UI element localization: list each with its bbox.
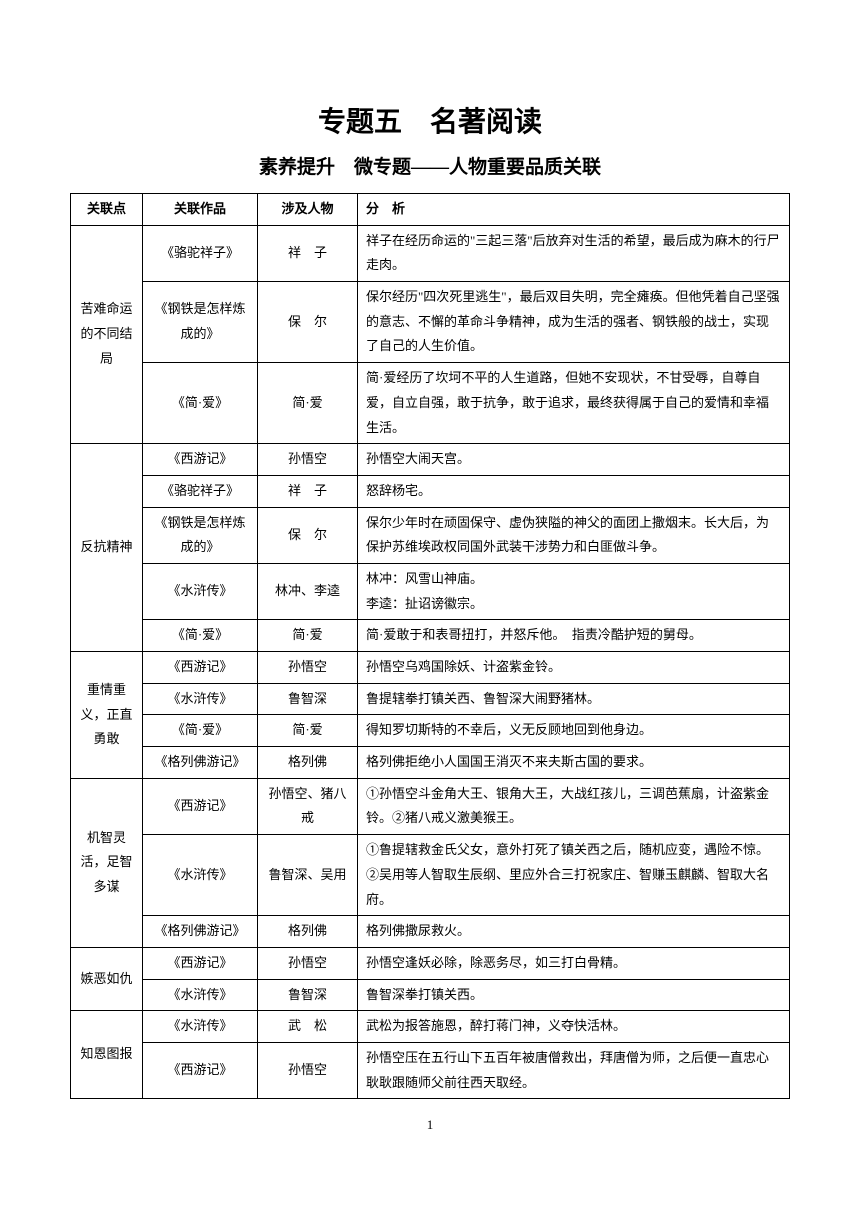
cell-work: 《格列佛游记》	[143, 747, 258, 779]
cell-character: 孙悟空	[258, 1042, 358, 1098]
cell-analysis: 鲁提辖拳打镇关西、鲁智深大闹野猪林。	[358, 683, 790, 715]
cell-work: 《骆驼祥子》	[143, 475, 258, 507]
cell-character: 保 尔	[258, 282, 358, 363]
cell-work: 《格列佛游记》	[143, 916, 258, 948]
cell-analysis: 格列佛拒绝小人国国王消灭不来夫斯古国的要求。	[358, 747, 790, 779]
table-row: 《水浒传》鲁智深鲁智深拳打镇关西。	[71, 979, 790, 1011]
cell-analysis: 武松为报答施恩，醉打蒋门神，义夺快活林。	[358, 1011, 790, 1043]
table-row: 重情重义，正直勇敢《西游记》孙悟空孙悟空乌鸡国除妖、计盗紫金铃。	[71, 652, 790, 684]
cell-work: 《西游记》	[143, 778, 258, 834]
cell-point: 嫉恶如仇	[71, 947, 143, 1010]
cell-character: 祥 子	[258, 225, 358, 281]
cell-analysis: 孙悟空逢妖必除，除恶务尽，如三打白骨精。	[358, 947, 790, 979]
table-row: 知恩图报《水浒传》武 松武松为报答施恩，醉打蒋门神，义夺快活林。	[71, 1011, 790, 1043]
cell-analysis: 保尔经历"四次死里逃生"，最后双目失明，完全瘫痪。但他凭着自己坚强的意志、不懈的…	[358, 282, 790, 363]
cell-work: 《水浒传》	[143, 979, 258, 1011]
cell-character: 鲁智深、吴用	[258, 835, 358, 916]
cell-analysis: 怒辞杨宅。	[358, 475, 790, 507]
cell-analysis: 格列佛撒尿救火。	[358, 916, 790, 948]
cell-analysis: 孙悟空大闹天宫。	[358, 444, 790, 476]
table-row: 《西游记》孙悟空孙悟空压在五行山下五百年被唐僧救出，拜唐僧为师，之后便一直忠心耿…	[71, 1042, 790, 1098]
cell-character: 祥 子	[258, 475, 358, 507]
table-row: 《水浒传》林冲、李逵林冲：风雪山神庙。李逵：扯诏谤徽宗。	[71, 563, 790, 619]
cell-analysis: 简·爱经历了坎坷不平的人生道路，但她不安现状，不甘受辱，自尊自爱，自立自强，敢于…	[358, 363, 790, 444]
sub-title: 素养提升 微专题——人物重要品质关联	[70, 152, 790, 179]
header-char: 涉及人物	[258, 194, 358, 226]
page-number: 1	[70, 1117, 790, 1133]
cell-work: 《骆驼祥子》	[143, 225, 258, 281]
cell-character: 孙悟空	[258, 652, 358, 684]
table-row: 《水浒传》鲁智深、吴用①鲁提辖救金氏父女，意外打死了镇关西之后，随机应变，遇险不…	[71, 835, 790, 916]
table-row: 反抗精神《西游记》孙悟空孙悟空大闹天宫。	[71, 444, 790, 476]
cell-work: 《钢铁是怎样炼成的》	[143, 282, 258, 363]
cell-analysis: 祥子在经历命运的"三起三落"后放弃对生活的希望，最后成为麻木的行尸走肉。	[358, 225, 790, 281]
cell-analysis: 得知罗切斯特的不幸后，义无反顾地回到他身边。	[358, 715, 790, 747]
cell-work: 《水浒传》	[143, 563, 258, 619]
table-header-row: 关联点 关联作品 涉及人物 分 析	[71, 194, 790, 226]
table-row: 《格列佛游记》格列佛格列佛拒绝小人国国王消灭不来夫斯古国的要求。	[71, 747, 790, 779]
cell-character: 孙悟空、猪八戒	[258, 778, 358, 834]
cell-work: 《西游记》	[143, 1042, 258, 1098]
cell-analysis: 林冲：风雪山神庙。李逵：扯诏谤徽宗。	[358, 563, 790, 619]
cell-character: 格列佛	[258, 747, 358, 779]
table-body: 苦难命运的不同结局《骆驼祥子》祥 子祥子在经历命运的"三起三落"后放弃对生活的希…	[71, 225, 790, 1099]
cell-analysis: ①孙悟空斗金角大王、银角大王，大战红孩儿，三调芭蕉扇，计盗紫金铃。②猪八戒义激美…	[358, 778, 790, 834]
cell-character: 格列佛	[258, 916, 358, 948]
cell-work: 《西游记》	[143, 947, 258, 979]
cell-work: 《简·爱》	[143, 715, 258, 747]
table-row: 《钢铁是怎样炼成的》保 尔保尔经历"四次死里逃生"，最后双目失明，完全瘫痪。但他…	[71, 282, 790, 363]
cell-work: 《水浒传》	[143, 1011, 258, 1043]
cell-work: 《西游记》	[143, 652, 258, 684]
main-title: 专题五 名著阅读	[70, 100, 790, 140]
header-work: 关联作品	[143, 194, 258, 226]
cell-point: 反抗精神	[71, 444, 143, 652]
cell-work: 《西游记》	[143, 444, 258, 476]
cell-work: 《简·爱》	[143, 363, 258, 444]
cell-analysis: 简·爱敢于和表哥扭打，并怒斥他。 指责冷酷护短的舅母。	[358, 620, 790, 652]
table-row: 《简·爱》简·爱简·爱敢于和表哥扭打，并怒斥他。 指责冷酷护短的舅母。	[71, 620, 790, 652]
cell-character: 鲁智深	[258, 979, 358, 1011]
cell-analysis: 保尔少年时在顽固保守、虚伪狭隘的神父的面团上撒烟末。长大后，为保护苏维埃政权同国…	[358, 507, 790, 563]
cell-analysis: 孙悟空乌鸡国除妖、计盗紫金铃。	[358, 652, 790, 684]
table-row: 《简·爱》简·爱得知罗切斯特的不幸后，义无反顾地回到他身边。	[71, 715, 790, 747]
header-point: 关联点	[71, 194, 143, 226]
cell-analysis: 鲁智深拳打镇关西。	[358, 979, 790, 1011]
table-row: 《骆驼祥子》祥 子怒辞杨宅。	[71, 475, 790, 507]
cell-character: 武 松	[258, 1011, 358, 1043]
table-row: 机智灵活，足智多谋《西游记》孙悟空、猪八戒①孙悟空斗金角大王、银角大王，大战红孩…	[71, 778, 790, 834]
cell-point: 苦难命运的不同结局	[71, 225, 143, 444]
content-table: 关联点 关联作品 涉及人物 分 析 苦难命运的不同结局《骆驼祥子》祥 子祥子在经…	[70, 193, 790, 1099]
cell-character: 简·爱	[258, 620, 358, 652]
table-row: 嫉恶如仇《西游记》孙悟空孙悟空逢妖必除，除恶务尽，如三打白骨精。	[71, 947, 790, 979]
header-analysis: 分 析	[358, 194, 790, 226]
cell-character: 简·爱	[258, 715, 358, 747]
cell-character: 鲁智深	[258, 683, 358, 715]
cell-point: 重情重义，正直勇敢	[71, 652, 143, 779]
cell-work: 《钢铁是怎样炼成的》	[143, 507, 258, 563]
cell-point: 机智灵活，足智多谋	[71, 778, 143, 947]
cell-character: 简·爱	[258, 363, 358, 444]
cell-character: 孙悟空	[258, 444, 358, 476]
table-row: 《格列佛游记》格列佛格列佛撒尿救火。	[71, 916, 790, 948]
cell-work: 《水浒传》	[143, 683, 258, 715]
table-row: 《钢铁是怎样炼成的》保 尔保尔少年时在顽固保守、虚伪狭隘的神父的面团上撒烟末。长…	[71, 507, 790, 563]
cell-character: 孙悟空	[258, 947, 358, 979]
cell-character: 林冲、李逵	[258, 563, 358, 619]
cell-point: 知恩图报	[71, 1011, 143, 1099]
cell-work: 《水浒传》	[143, 835, 258, 916]
cell-character: 保 尔	[258, 507, 358, 563]
cell-work: 《简·爱》	[143, 620, 258, 652]
cell-analysis: 孙悟空压在五行山下五百年被唐僧救出，拜唐僧为师，之后便一直忠心耿耿跟随师父前往西…	[358, 1042, 790, 1098]
table-row: 《水浒传》鲁智深鲁提辖拳打镇关西、鲁智深大闹野猪林。	[71, 683, 790, 715]
table-row: 苦难命运的不同结局《骆驼祥子》祥 子祥子在经历命运的"三起三落"后放弃对生活的希…	[71, 225, 790, 281]
cell-analysis: ①鲁提辖救金氏父女，意外打死了镇关西之后，随机应变，遇险不惊。②吴用等人智取生辰…	[358, 835, 790, 916]
table-row: 《简·爱》简·爱简·爱经历了坎坷不平的人生道路，但她不安现状，不甘受辱，自尊自爱…	[71, 363, 790, 444]
